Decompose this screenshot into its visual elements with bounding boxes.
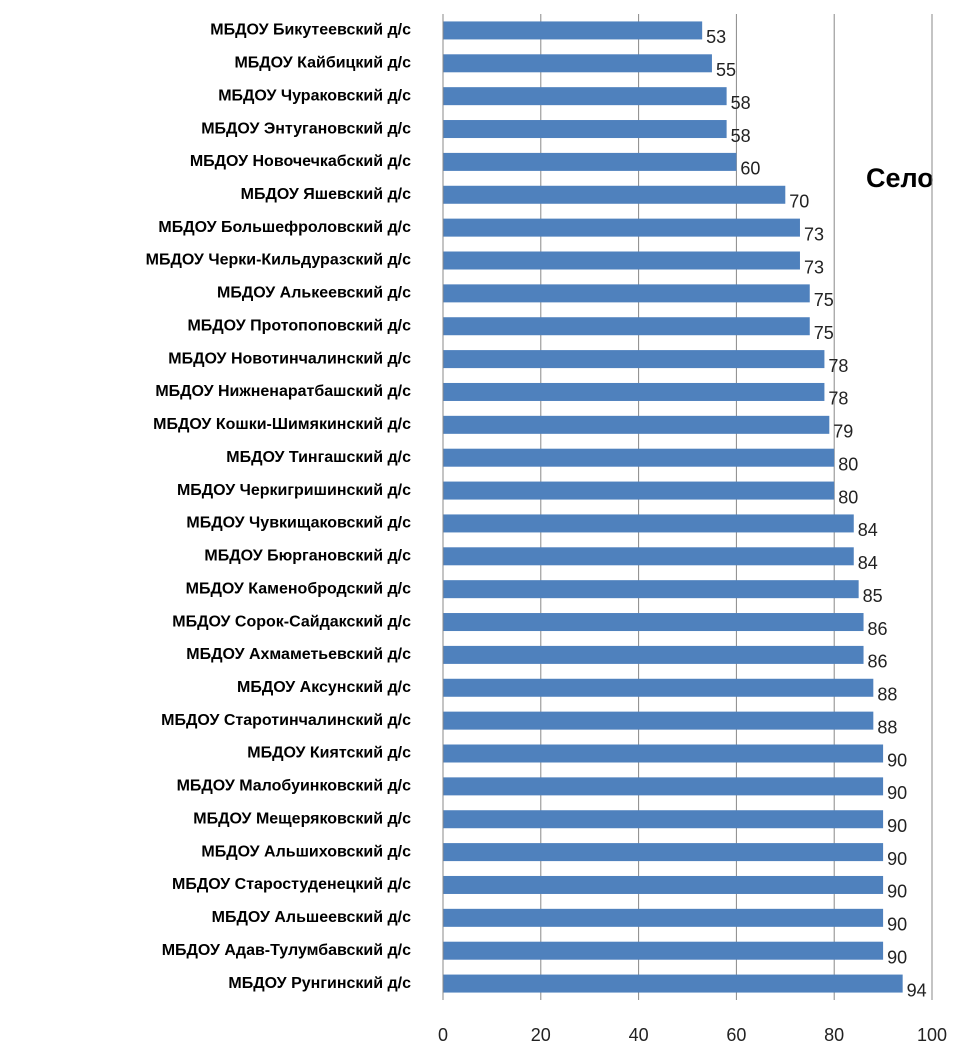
- bar: [443, 21, 703, 40]
- bar: [443, 317, 810, 336]
- y-tick-label: МБДОУ Сорок-Сайдакский д/с: [172, 613, 411, 630]
- y-tick-label: МБДОУ Старостуденецкий д/с: [172, 876, 411, 893]
- value-label: 55: [716, 60, 736, 80]
- value-label: 90: [887, 816, 907, 836]
- bar: [443, 777, 884, 796]
- value-label: 79: [833, 422, 853, 442]
- y-tick-label: МБДОУ Черкигришинский д/с: [177, 482, 411, 499]
- bar: [443, 415, 830, 434]
- x-tick-label: 40: [629, 1025, 649, 1045]
- y-tick-label: МБДОУ Энтугановский д/с: [201, 120, 411, 137]
- y-tick-label: МБДОУ Рунгинский д/с: [228, 975, 411, 992]
- x-tick-label: 60: [726, 1025, 746, 1045]
- x-tick-label: 0: [438, 1025, 448, 1045]
- value-label: 70: [789, 192, 809, 212]
- value-label: 58: [731, 93, 751, 113]
- y-tick-label: МБДОУ Новотинчалинский д/с: [168, 350, 411, 367]
- bar: [443, 711, 874, 730]
- value-label: 58: [731, 126, 751, 146]
- y-tick-label: МБДОУ Кайбицкий д/с: [234, 55, 411, 72]
- bar: [443, 284, 810, 303]
- y-tick-label: МБДОУ Старотинчалинский д/с: [161, 712, 411, 729]
- bar: [443, 218, 800, 237]
- bar: [443, 152, 737, 171]
- bar: [443, 251, 800, 270]
- y-tick-label: МБДОУ Черки-Кильдуразский д/с: [146, 252, 411, 269]
- y-tick-label: МБДОУ Ахмаметьевский д/с: [186, 646, 411, 663]
- y-tick-label: МБДОУ Тингашский д/с: [226, 449, 411, 466]
- value-label: 75: [814, 290, 834, 310]
- bar: [443, 350, 825, 369]
- bar: [443, 547, 854, 566]
- value-label: 53: [706, 27, 726, 47]
- y-tick-label: МБДОУ Альшеевский д/с: [212, 909, 411, 926]
- bar: [443, 678, 874, 697]
- value-label: 90: [887, 750, 907, 770]
- bar: [443, 514, 854, 533]
- value-label: 73: [804, 257, 824, 277]
- value-label: 94: [907, 980, 927, 1000]
- y-tick-label: МБДОУ Новочечкабский д/с: [190, 153, 411, 170]
- value-label: 84: [858, 553, 878, 573]
- value-label: 60: [740, 159, 760, 179]
- value-label: 78: [828, 389, 848, 409]
- value-label: 78: [828, 356, 848, 376]
- bar: [443, 448, 835, 467]
- y-tick-label: МБДОУ Бюргановский д/с: [204, 548, 411, 565]
- chart-title: Село: [866, 163, 934, 193]
- y-tick-label: МБДОУ Нижненаратбашский д/с: [155, 383, 411, 400]
- value-label: 90: [887, 882, 907, 902]
- y-tick-label: МБДОУ Адав-Тулумбавский д/с: [162, 942, 411, 959]
- bar: [443, 843, 884, 862]
- y-tick-label: МБДОУ Мещеряковский д/с: [193, 810, 411, 827]
- value-label: 90: [887, 783, 907, 803]
- bar: [443, 645, 864, 664]
- value-label: 90: [887, 915, 907, 935]
- x-tick-label: 100: [917, 1025, 947, 1045]
- value-label: 75: [814, 323, 834, 343]
- x-tick-label: 20: [531, 1025, 551, 1045]
- y-tick-label: МБДОУ Чураковский д/с: [218, 87, 411, 104]
- y-tick-label: МБДОУ Алькеевский д/с: [217, 285, 411, 302]
- bar: [443, 580, 859, 599]
- y-tick-label: МБДОУ Альшиховский д/с: [201, 843, 411, 860]
- value-label: 80: [838, 487, 858, 507]
- y-tick-label: МБДОУ Бикутеевский д/с: [210, 22, 411, 39]
- bar: [443, 87, 727, 106]
- bar: [443, 810, 884, 829]
- x-tick-label: 80: [824, 1025, 844, 1045]
- value-label: 73: [804, 224, 824, 244]
- bar: [443, 120, 727, 139]
- value-label: 80: [838, 454, 858, 474]
- value-label: 84: [858, 520, 878, 540]
- y-tick-label: МБДОУ Яшевский д/с: [241, 186, 411, 203]
- value-label: 88: [877, 685, 897, 705]
- y-tick-label: МБДОУ Протопоповский д/с: [187, 317, 411, 334]
- value-label: 90: [887, 947, 907, 967]
- bar: [443, 744, 884, 763]
- bar: [443, 185, 786, 204]
- y-tick-label: МБДОУ Киятский д/с: [247, 745, 411, 762]
- bar: [443, 974, 903, 993]
- bar: [443, 613, 864, 632]
- value-label: 86: [868, 652, 888, 672]
- y-tick-label: МБДОУ Кошки-Шимякинский д/с: [153, 416, 411, 433]
- y-tick-label: МБДОУ Малобуинковский д/с: [177, 778, 412, 795]
- bar: [443, 875, 884, 894]
- value-label: 88: [877, 717, 897, 737]
- value-label: 90: [887, 849, 907, 869]
- bar: [443, 481, 835, 500]
- y-tick-label: МБДОУ Аксунский д/с: [237, 679, 411, 696]
- y-tick-label: МБДОУ Каменобродский д/с: [186, 580, 411, 597]
- value-label: 85: [863, 586, 883, 606]
- value-label: 86: [868, 619, 888, 639]
- bar: [443, 941, 884, 960]
- y-tick-label: МБДОУ Чувкищаковский д/с: [186, 515, 411, 532]
- y-tick-label: МБДОУ Большефроловский д/с: [158, 219, 411, 236]
- bar: [443, 54, 712, 73]
- bar: [443, 382, 825, 401]
- bar: [443, 908, 884, 927]
